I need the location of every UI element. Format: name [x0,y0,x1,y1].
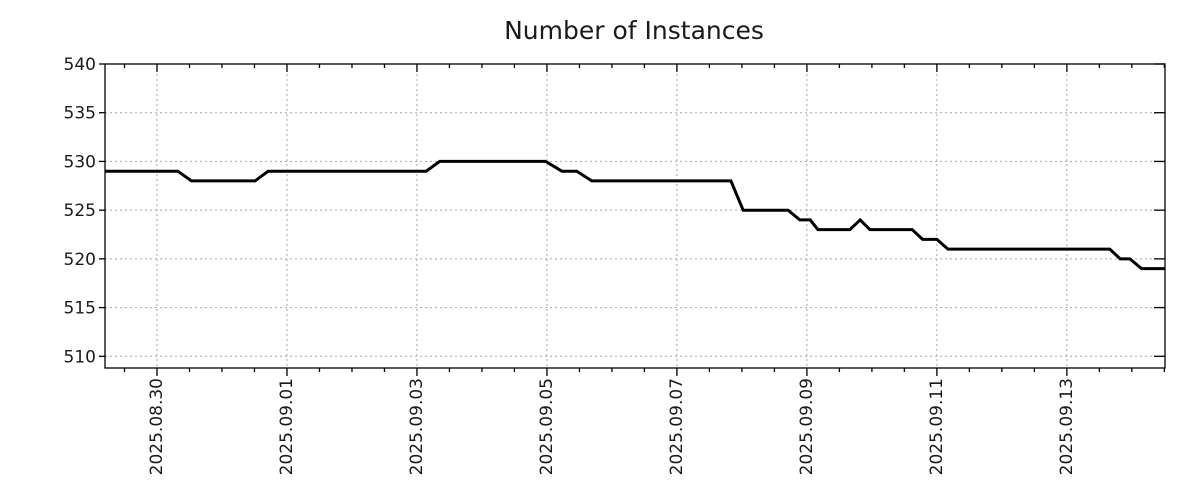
x-tick-label: 2025.09.03 [407,378,427,475]
series-lines [105,159,1165,271]
x-tick-label: 2025.09.09 [797,378,817,475]
y-tick-label: 540 [64,55,96,75]
chart-title: Number of Instances [504,16,764,45]
y-tick-label: 525 [64,201,96,221]
plot-border [104,63,1166,369]
y-tick-label: 510 [64,347,96,367]
y-tick-label: 530 [64,152,96,172]
data-line-instances [105,159,1165,271]
plot-frame [104,63,1166,369]
grid-lines [105,64,1165,368]
x-tick-label: 2025.09.13 [1057,378,1077,475]
axis-labels: 510 515 520 525 530 535 540 2025.08.30 2025.09.0… [64,55,1077,475]
x-tick-label: 2025.08.30 [147,378,167,475]
x-tick-label: 2025.09.01 [277,378,297,475]
axis-ticks [99,63,1166,376]
y-tick-label: 520 [64,250,96,270]
x-tick-label: 2025.09.05 [537,378,557,475]
y-tick-label: 515 [64,299,96,319]
y-tick-label: 535 [64,104,96,124]
x-tick-label: 2025.09.07 [667,378,687,475]
x-tick-label: 2025.09.11 [927,378,947,475]
